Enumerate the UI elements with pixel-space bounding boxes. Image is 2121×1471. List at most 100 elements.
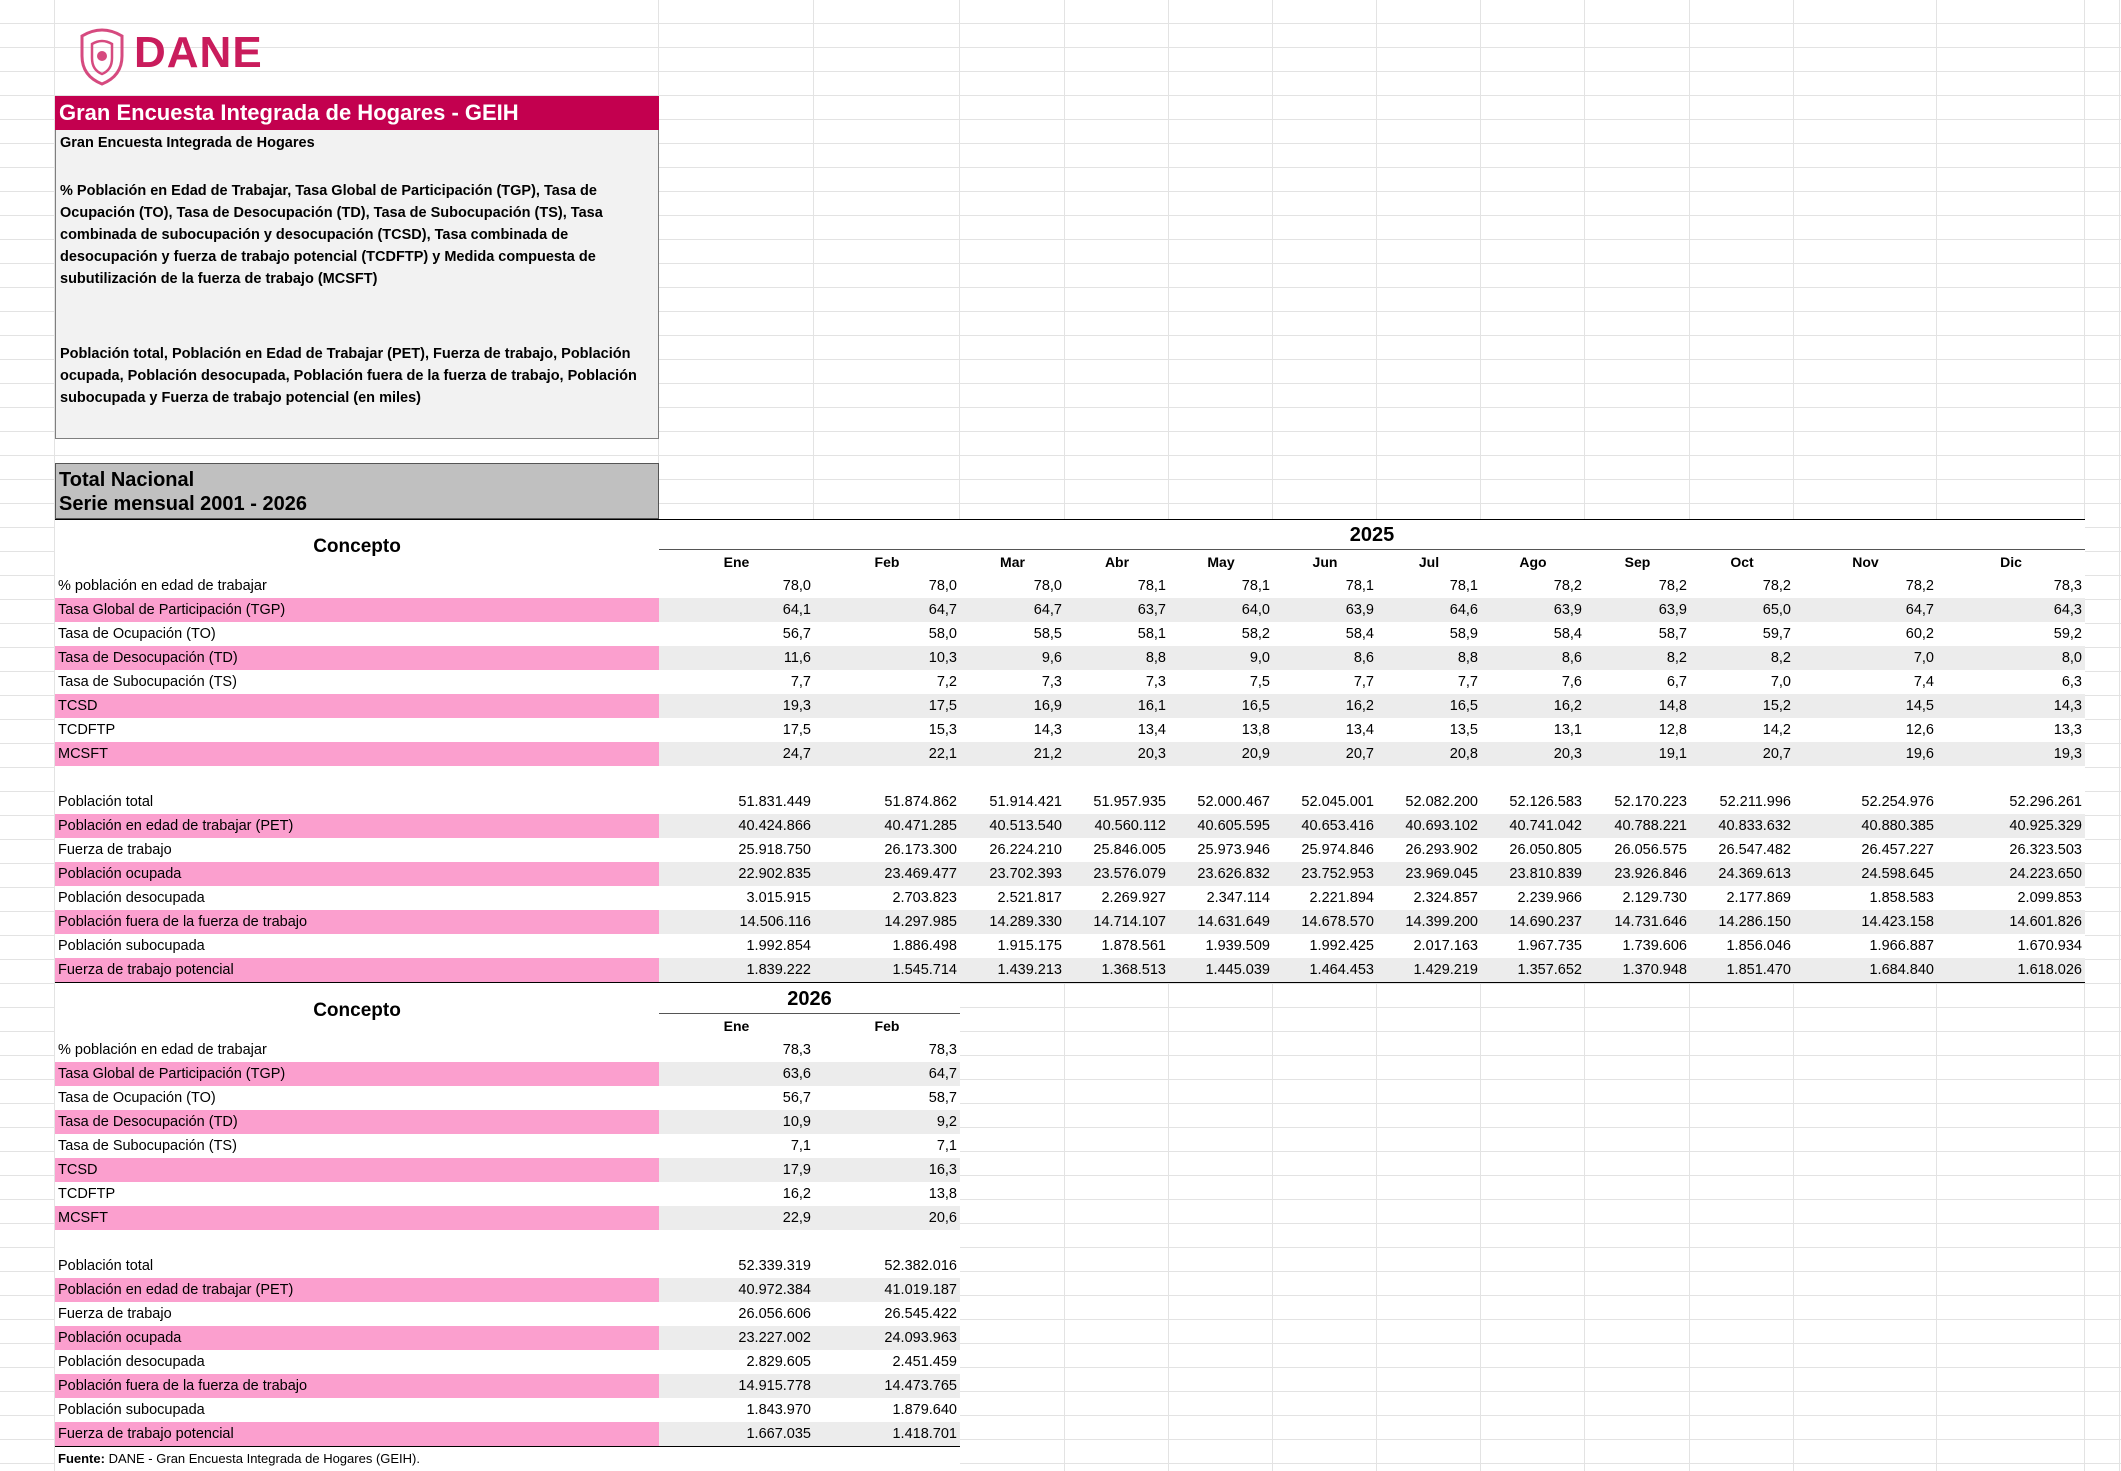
value-cell: 78,2 bbox=[1585, 574, 1690, 598]
value-cell: 10,3 bbox=[814, 646, 960, 670]
value-cell: 63,7 bbox=[1065, 598, 1169, 622]
value-cell: 2.177.869 bbox=[1690, 886, 1794, 910]
row-label: TCDFTP bbox=[55, 1182, 659, 1206]
value-cell: 26.056.575 bbox=[1585, 838, 1690, 862]
value-cell: 20,9 bbox=[1169, 742, 1273, 766]
value-cell: 63,9 bbox=[1585, 598, 1690, 622]
value-cell: 16,1 bbox=[1065, 694, 1169, 718]
row-label: MCSFT bbox=[55, 742, 659, 766]
value-cell: 1.851.470 bbox=[1690, 958, 1794, 982]
value-cell: 24.093.963 bbox=[814, 1326, 960, 1350]
value-cell: 16,5 bbox=[1377, 694, 1481, 718]
value-cell: 23.752.953 bbox=[1273, 862, 1377, 886]
value-cell: 14.297.985 bbox=[814, 910, 960, 934]
value-cell: 14,3 bbox=[1937, 694, 2085, 718]
month-header: Dic bbox=[1937, 549, 2085, 574]
value-cell: 78,2 bbox=[1481, 574, 1585, 598]
value-cell: 11,6 bbox=[659, 646, 814, 670]
footer: Fuente: DANE - Gran Encuesta Integrada d… bbox=[55, 1447, 960, 1471]
value-cell: 52.082.200 bbox=[1377, 790, 1481, 814]
value-cell: 23.469.477 bbox=[814, 862, 960, 886]
value-cell: 7,7 bbox=[1377, 670, 1481, 694]
value-cell: 1.739.606 bbox=[1585, 934, 1690, 958]
month-header: Feb bbox=[814, 1013, 960, 1038]
value-cell: 15,3 bbox=[814, 718, 960, 742]
month-header: May bbox=[1169, 549, 1273, 574]
value-cell: 78,3 bbox=[814, 1038, 960, 1062]
value-cell: 8,6 bbox=[1273, 646, 1377, 670]
value-cell: 51.914.421 bbox=[960, 790, 1065, 814]
value-cell: 14.631.649 bbox=[1169, 910, 1273, 934]
concept-header: Concepto bbox=[55, 983, 659, 1038]
value-cell: 78,3 bbox=[659, 1038, 814, 1062]
row-label: Población subocupada bbox=[55, 1398, 659, 1422]
value-cell: 40.560.112 bbox=[1065, 814, 1169, 838]
value-cell: 26.056.606 bbox=[659, 1302, 814, 1326]
value-cell: 2.017.163 bbox=[1377, 934, 1481, 958]
value-cell: 23.702.393 bbox=[960, 862, 1065, 886]
value-cell: 8,8 bbox=[1377, 646, 1481, 670]
value-cell: 78,2 bbox=[1690, 574, 1794, 598]
value-cell: 14.690.237 bbox=[1481, 910, 1585, 934]
value-cell: 8,0 bbox=[1937, 646, 2085, 670]
value-cell: 40.513.540 bbox=[960, 814, 1065, 838]
value-cell: 78,0 bbox=[960, 574, 1065, 598]
value-cell: 64,1 bbox=[659, 598, 814, 622]
value-cell: 13,4 bbox=[1273, 718, 1377, 742]
value-cell: 51.831.449 bbox=[659, 790, 814, 814]
value-cell: 25.973.946 bbox=[1169, 838, 1273, 862]
border-line bbox=[659, 1013, 960, 1014]
value-cell: 40.693.102 bbox=[1377, 814, 1481, 838]
row-label: % población en edad de trabajar bbox=[55, 1038, 659, 1062]
value-cell: 65,0 bbox=[1690, 598, 1794, 622]
value-cell: 23.576.079 bbox=[1065, 862, 1169, 886]
value-cell: 1.856.046 bbox=[1690, 934, 1794, 958]
value-cell: 16,3 bbox=[814, 1158, 960, 1182]
description-box: Gran Encuesta Integrada de Hogares % Pob… bbox=[55, 130, 659, 439]
value-cell: 26.173.300 bbox=[814, 838, 960, 862]
value-cell: 40.880.385 bbox=[1794, 814, 1937, 838]
value-cell: 52.126.583 bbox=[1481, 790, 1585, 814]
value-cell: 63,6 bbox=[659, 1062, 814, 1086]
row-label: TCDFTP bbox=[55, 718, 659, 742]
value-cell: 3.015.915 bbox=[659, 886, 814, 910]
value-cell: 1.667.035 bbox=[659, 1422, 814, 1446]
value-cell: 14.423.158 bbox=[1794, 910, 1937, 934]
value-cell: 24.223.650 bbox=[1937, 862, 2085, 886]
row-label: Fuerza de trabajo potencial bbox=[55, 958, 659, 982]
value-cell: 1.545.714 bbox=[814, 958, 960, 982]
value-cell: 1.429.219 bbox=[1377, 958, 1481, 982]
value-cell: 2.239.966 bbox=[1481, 886, 1585, 910]
row-label: Fuerza de trabajo potencial bbox=[55, 1422, 659, 1446]
value-cell: 22,1 bbox=[814, 742, 960, 766]
row-label: Población total bbox=[55, 790, 659, 814]
value-cell: 58,1 bbox=[1065, 622, 1169, 646]
value-cell: 60,2 bbox=[1794, 622, 1937, 646]
value-cell: 2.521.817 bbox=[960, 886, 1065, 910]
value-cell: 51.874.862 bbox=[814, 790, 960, 814]
grid-column-line bbox=[54, 0, 55, 1471]
value-cell: 17,5 bbox=[659, 718, 814, 742]
value-cell: 1.843.970 bbox=[659, 1398, 814, 1422]
month-header: Jun bbox=[1273, 549, 1377, 574]
value-cell: 14,5 bbox=[1794, 694, 1937, 718]
description: % Población en Edad de Trabajar, Tasa Gl… bbox=[60, 183, 603, 287]
value-cell: 14,3 bbox=[960, 718, 1065, 742]
value-cell: 7,3 bbox=[1065, 670, 1169, 694]
row-label: Población en edad de trabajar (PET) bbox=[55, 814, 659, 838]
logo-text: DANE bbox=[134, 28, 263, 77]
value-cell: 1.878.561 bbox=[1065, 934, 1169, 958]
blank-row bbox=[55, 1230, 960, 1254]
value-cell: 14.678.570 bbox=[1273, 910, 1377, 934]
value-cell: 52.045.001 bbox=[1273, 790, 1377, 814]
value-cell: 26.545.422 bbox=[814, 1302, 960, 1326]
value-cell: 52.000.467 bbox=[1169, 790, 1273, 814]
value-cell: 1.839.222 bbox=[659, 958, 814, 982]
value-cell: 52.382.016 bbox=[814, 1254, 960, 1278]
month-header: Feb bbox=[814, 549, 960, 574]
value-cell: 7,2 bbox=[814, 670, 960, 694]
blank-row bbox=[55, 766, 2085, 790]
value-cell: 9,2 bbox=[814, 1110, 960, 1134]
value-cell: 78,2 bbox=[1794, 574, 1937, 598]
month-header: Jul bbox=[1377, 549, 1481, 574]
